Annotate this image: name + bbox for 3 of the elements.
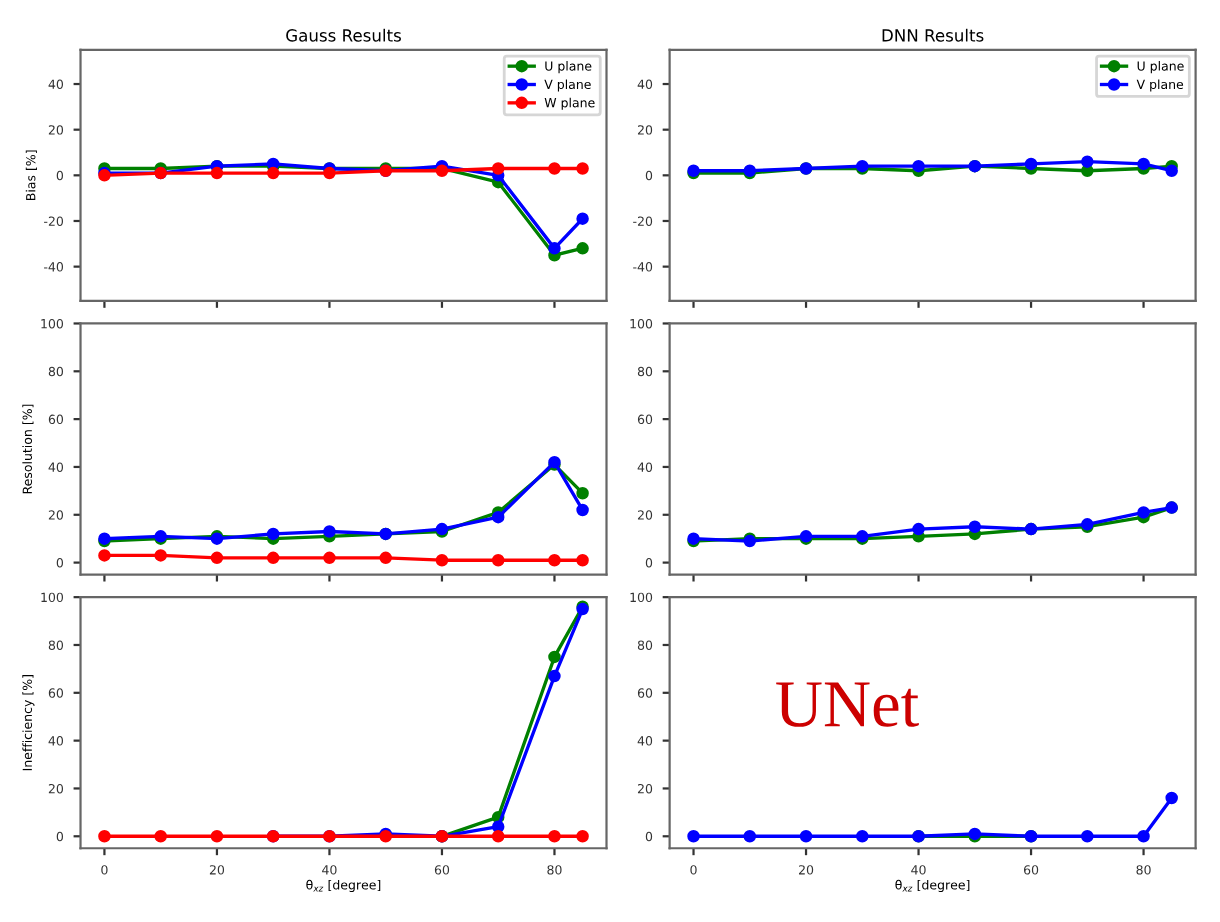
chart-title: DNN Results [882,28,984,42]
annotation: UNet [776,682,919,727]
chart-title: Gauss Results [286,28,401,42]
